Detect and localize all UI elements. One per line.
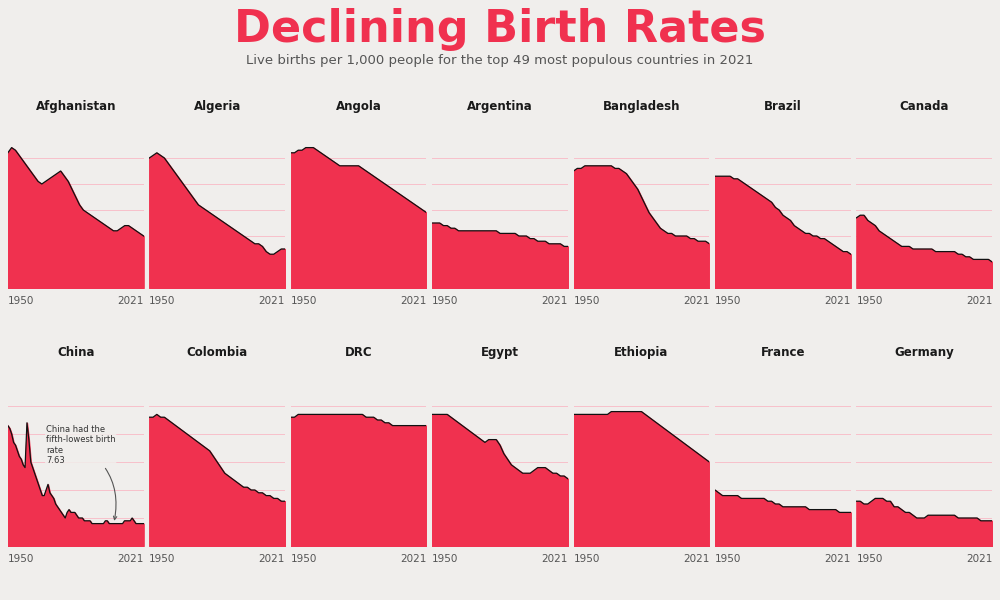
Text: 1950: 1950	[291, 296, 317, 307]
Text: France: France	[761, 346, 805, 359]
Text: 1950: 1950	[715, 296, 741, 307]
Text: China: China	[57, 346, 94, 359]
Text: 1950: 1950	[149, 296, 176, 307]
Text: Algeria: Algeria	[193, 100, 241, 113]
Text: 2021: 2021	[542, 296, 568, 307]
Text: 2021: 2021	[117, 296, 144, 307]
Text: 1950: 1950	[8, 296, 34, 307]
Text: 1950: 1950	[574, 554, 600, 565]
Text: 2021: 2021	[683, 554, 709, 565]
Text: 2021: 2021	[400, 554, 426, 565]
Text: Germany: Germany	[894, 346, 954, 359]
Text: 2021: 2021	[400, 296, 426, 307]
Text: 2021: 2021	[824, 296, 851, 307]
Text: 1950: 1950	[149, 554, 176, 565]
Text: China had the
fifth-lowest birth
rate
7.63: China had the fifth-lowest birth rate 7.…	[46, 425, 117, 520]
Text: 1950: 1950	[291, 554, 317, 565]
Text: Declining Birth Rates: Declining Birth Rates	[234, 8, 766, 52]
Text: 1950: 1950	[432, 554, 458, 565]
Text: Egypt: Egypt	[481, 346, 519, 359]
Text: 2021: 2021	[966, 296, 992, 307]
Text: 1950: 1950	[856, 296, 883, 307]
Text: 2021: 2021	[683, 296, 709, 307]
Text: Bangladesh: Bangladesh	[603, 100, 680, 113]
Text: Argentina: Argentina	[467, 100, 533, 113]
Text: Brazil: Brazil	[764, 100, 802, 113]
Text: Live births per 1,000 people for the top 49 most populous countries in 2021: Live births per 1,000 people for the top…	[246, 54, 754, 67]
Text: 2021: 2021	[259, 554, 285, 565]
Text: Angola: Angola	[336, 100, 382, 113]
Text: DRC: DRC	[345, 346, 372, 359]
Text: Afghanistan: Afghanistan	[35, 100, 116, 113]
Text: 2021: 2021	[966, 554, 992, 565]
Text: Canada: Canada	[900, 100, 949, 113]
Text: 2021: 2021	[824, 554, 851, 565]
Text: 1950: 1950	[574, 296, 600, 307]
Text: 1950: 1950	[8, 554, 34, 565]
Text: 1950: 1950	[715, 554, 741, 565]
Text: 1950: 1950	[856, 554, 883, 565]
Text: 2021: 2021	[117, 554, 144, 565]
Text: 1950: 1950	[432, 296, 458, 307]
Text: 2021: 2021	[259, 296, 285, 307]
Text: 2021: 2021	[542, 554, 568, 565]
Text: Colombia: Colombia	[187, 346, 248, 359]
Text: Ethiopia: Ethiopia	[614, 346, 669, 359]
